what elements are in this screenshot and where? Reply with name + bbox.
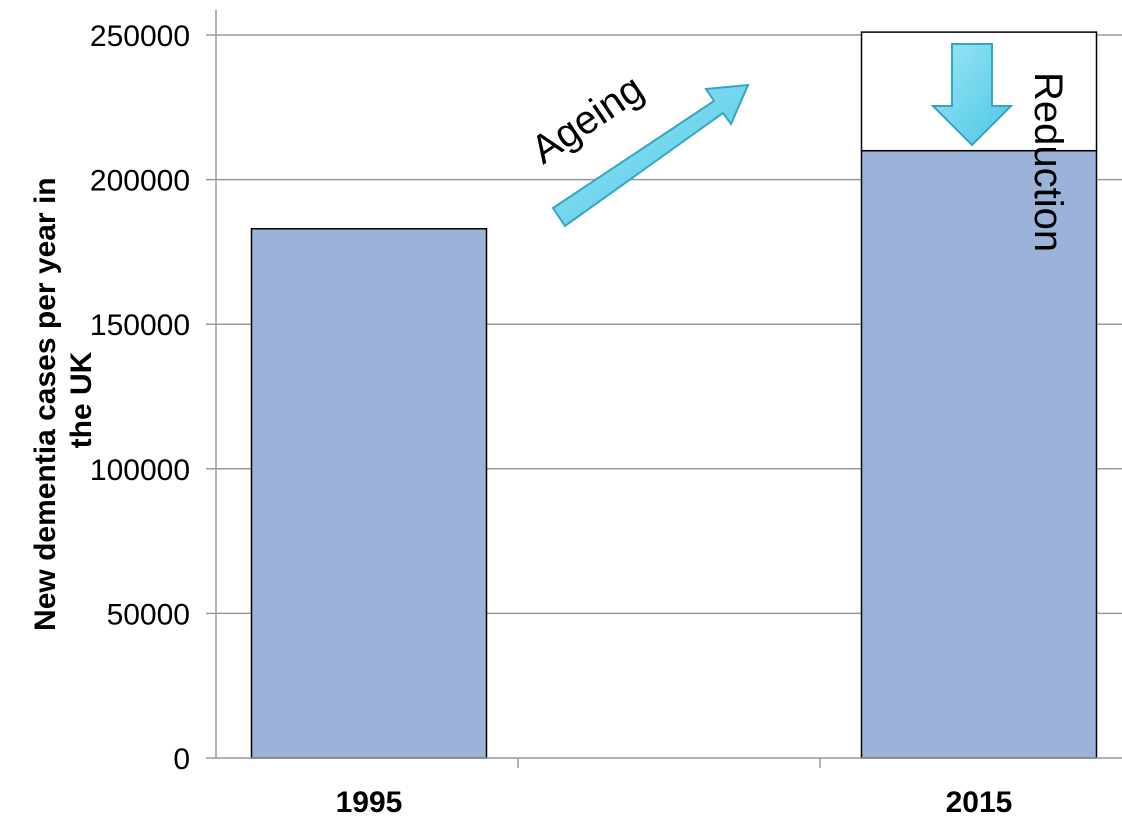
- reduction-arrow-icon: [930, 43, 1014, 147]
- y-tick-label: 50000: [107, 598, 190, 631]
- x-tick-labels: 1995 2015: [336, 786, 1013, 819]
- ageing-arrow-icon: [551, 83, 750, 228]
- x-tick-label-2015: 2015: [946, 786, 1013, 819]
- ageing-annotation: Ageing: [523, 66, 750, 228]
- bars: [250, 31, 1098, 759]
- y-tick-label: 150000: [90, 309, 190, 342]
- y-tick-label: 250000: [90, 20, 190, 53]
- y-axis-label: New dementia cases per year in the UK: [29, 169, 98, 631]
- y-tick-label: 200000: [90, 165, 190, 198]
- y-axis-label-line-2: the UK: [65, 351, 98, 448]
- bar-2015-segment-0: [860, 149, 1098, 759]
- axes: [215, 10, 1122, 768]
- bar-1995-segment-0: [250, 228, 488, 759]
- y-tick-labels: 0 50000 100000 150000 200000 250000: [90, 20, 190, 776]
- reduction-annotation: Reduction: [930, 43, 1070, 252]
- y-axis-label-line-1: New dementia cases per year in: [29, 177, 62, 631]
- x-tick-label-1995: 1995: [336, 786, 403, 819]
- reduction-label: Reduction: [1026, 72, 1070, 252]
- y-tick-label: 100000: [90, 454, 190, 487]
- y-tick-label: 0: [173, 743, 190, 776]
